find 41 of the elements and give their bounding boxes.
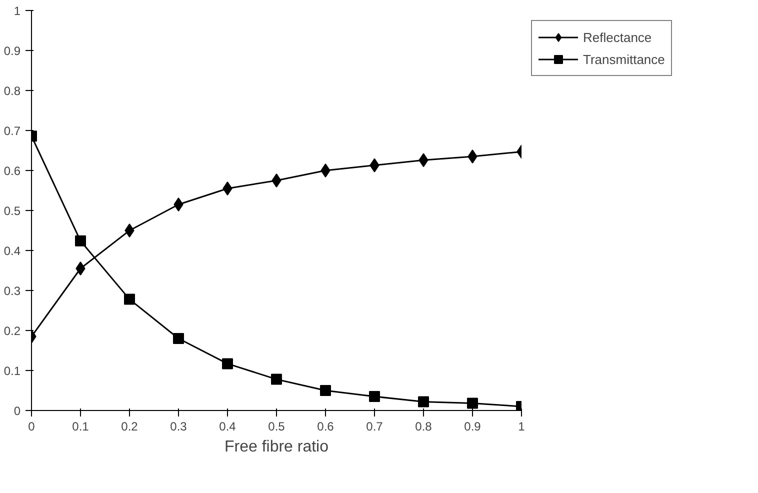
point: [320, 385, 331, 396]
x-tick-label: 0.7: [366, 420, 384, 434]
x-tick-label: 0.5: [268, 420, 286, 434]
point: [418, 396, 429, 408]
point: [76, 262, 86, 276]
legend-label: Transmittance: [583, 52, 665, 66]
x-tick-label: 0.2: [121, 420, 138, 434]
x-tick-label: 1: [518, 420, 526, 434]
y-tick-label: 0.2: [4, 324, 21, 338]
point: [222, 358, 233, 370]
y-tick-label: 0.4: [4, 244, 21, 258]
x-tick-label: 0.6: [317, 420, 334, 434]
y-tick-label: 0.5: [4, 204, 21, 218]
x-tick-label: 0.3: [170, 420, 188, 434]
y-tick-label: 0.1: [4, 364, 21, 378]
y-tick-label: 1: [14, 4, 21, 18]
y-tick-label: 0.6: [4, 164, 21, 178]
y-tick-label: 0.9: [4, 44, 21, 58]
point: [320, 164, 330, 178]
x-tick-label: 0: [28, 420, 36, 434]
y-tick-label: 0.7: [4, 124, 21, 138]
y-tick-label: 0: [14, 404, 21, 418]
point: [468, 150, 478, 164]
point: [124, 294, 135, 305]
point: [174, 198, 184, 212]
point: [271, 374, 282, 385]
x-tick-label: 0.1: [72, 420, 90, 434]
y-tick-label: 0.8: [4, 84, 21, 98]
point: [124, 224, 134, 238]
x-tick-label: 0.4: [219, 420, 236, 434]
legend-label: Reflectance: [583, 30, 652, 44]
point: [272, 174, 282, 188]
x-tick-label: 0.8: [415, 420, 432, 434]
point: [75, 235, 86, 246]
y-tick-label: 0.3: [4, 284, 21, 298]
point: [369, 391, 380, 402]
x-tick-label: 0.9: [464, 420, 482, 434]
point: [222, 182, 232, 196]
x-axis-title: Free fibre ratio: [224, 438, 329, 456]
point: [173, 333, 184, 344]
point: [467, 398, 478, 409]
